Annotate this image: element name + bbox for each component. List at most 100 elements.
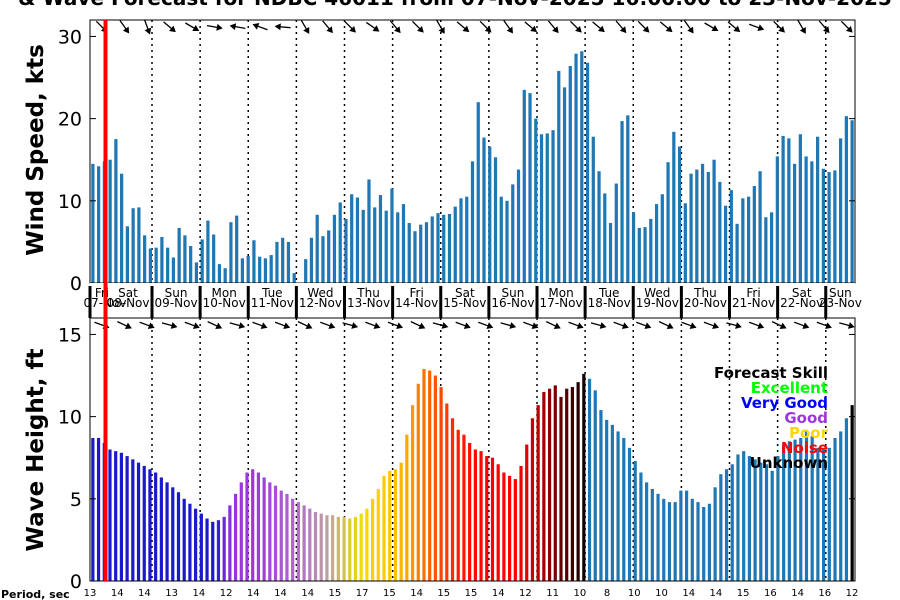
period-label: 12 xyxy=(519,588,532,599)
date-label: 11-Nov xyxy=(251,296,294,310)
bar xyxy=(804,431,809,581)
wave-y-axis-label: Wave Height, ft xyxy=(23,349,49,552)
y-tick-label: 20 xyxy=(58,109,82,131)
bar xyxy=(376,488,380,581)
bar xyxy=(536,405,540,581)
y-tick-label: 0 xyxy=(70,273,82,295)
wind-y-axis-label: Wind Speed, kts xyxy=(23,44,49,256)
bar xyxy=(746,196,751,283)
direction-arrow xyxy=(683,20,694,34)
wind-day-dividers xyxy=(151,20,827,283)
direction-arrow xyxy=(840,20,853,33)
bar xyxy=(810,161,814,283)
bar xyxy=(713,487,717,581)
date-label: 19-Nov xyxy=(636,296,679,310)
direction-arrow xyxy=(503,20,513,34)
date-label: 12-Nov xyxy=(299,296,342,310)
bar xyxy=(258,256,262,283)
direction-arrow xyxy=(500,322,517,329)
direction-arrow xyxy=(748,23,765,31)
wind-y-axis: 0 10 20 30 xyxy=(58,26,855,295)
bar xyxy=(222,516,226,581)
day-label-strip: Fri Sat Sun Mon Tue Wed Thu Fri Sat Sun Mon Tue Wed T… xyxy=(83,283,862,318)
bar xyxy=(131,208,135,283)
day-label: Fri xyxy=(746,286,760,300)
direction-arrow xyxy=(455,321,471,329)
direction-arrow xyxy=(568,321,584,329)
day-strip-tick xyxy=(631,286,635,318)
day-label: Sun xyxy=(165,286,188,300)
direction-arrow xyxy=(119,20,130,34)
bar xyxy=(91,437,95,581)
bar xyxy=(530,418,535,581)
bar xyxy=(410,405,415,581)
y-tick-label: 10 xyxy=(58,191,82,213)
bar xyxy=(753,459,757,581)
bar xyxy=(666,162,670,283)
period-label: 8 xyxy=(604,588,610,599)
direction-arrow xyxy=(229,23,246,31)
bar xyxy=(610,424,614,581)
bar xyxy=(597,171,601,283)
bar xyxy=(591,136,595,283)
legend-item: Poor xyxy=(789,424,829,442)
y-tick-label: 30 xyxy=(58,26,82,48)
direction-arrow xyxy=(523,321,539,329)
bar xyxy=(194,508,198,582)
bar xyxy=(787,441,791,581)
wave-bars xyxy=(91,368,854,582)
bar xyxy=(97,166,101,283)
bar xyxy=(677,146,682,283)
bar xyxy=(723,205,728,283)
bar xyxy=(833,170,837,283)
day-strip-tick xyxy=(535,286,539,318)
bar xyxy=(154,472,158,581)
day-strip-tick xyxy=(198,286,202,318)
bar xyxy=(479,451,483,581)
current-time-marker xyxy=(103,20,108,581)
bar xyxy=(396,212,400,283)
direction-arrow xyxy=(139,321,155,329)
period-label: 14 xyxy=(274,588,287,599)
direction-arrow xyxy=(658,321,674,330)
bar xyxy=(382,475,386,581)
bar xyxy=(291,498,295,581)
direction-arrow xyxy=(184,321,200,329)
bar xyxy=(182,498,186,581)
direction-arrow xyxy=(207,321,223,330)
bar xyxy=(580,51,584,284)
bar xyxy=(706,172,710,283)
bar xyxy=(350,194,354,283)
direction-arrow xyxy=(117,321,132,330)
bar xyxy=(304,259,308,283)
bar xyxy=(223,268,227,283)
direction-arrow xyxy=(797,19,806,34)
direction-arrow xyxy=(274,321,291,329)
bar xyxy=(793,439,797,581)
day-strip-tick xyxy=(246,286,250,318)
day-label: Thu xyxy=(356,286,380,300)
bar xyxy=(679,490,683,581)
direction-arrow xyxy=(320,321,336,329)
bar xyxy=(439,387,443,581)
bar xyxy=(229,222,233,283)
bar xyxy=(759,462,763,581)
day-strip-tick xyxy=(728,286,731,318)
bar xyxy=(730,464,734,581)
bar xyxy=(593,390,597,581)
direction-arrow xyxy=(206,23,223,31)
period-label: 10 xyxy=(655,588,668,599)
bar xyxy=(499,196,503,283)
direction-arrow xyxy=(411,20,424,33)
bar xyxy=(735,223,739,283)
y-tick-label: 5 xyxy=(70,489,82,511)
direction-arrow xyxy=(816,321,832,329)
bar xyxy=(770,470,774,581)
direction-arrow xyxy=(322,20,333,34)
bar xyxy=(496,464,500,581)
bar xyxy=(384,210,388,284)
bar xyxy=(114,139,118,283)
bar xyxy=(459,198,463,283)
direction-arrow xyxy=(659,21,673,33)
date-label: 09-Nov xyxy=(155,296,198,310)
